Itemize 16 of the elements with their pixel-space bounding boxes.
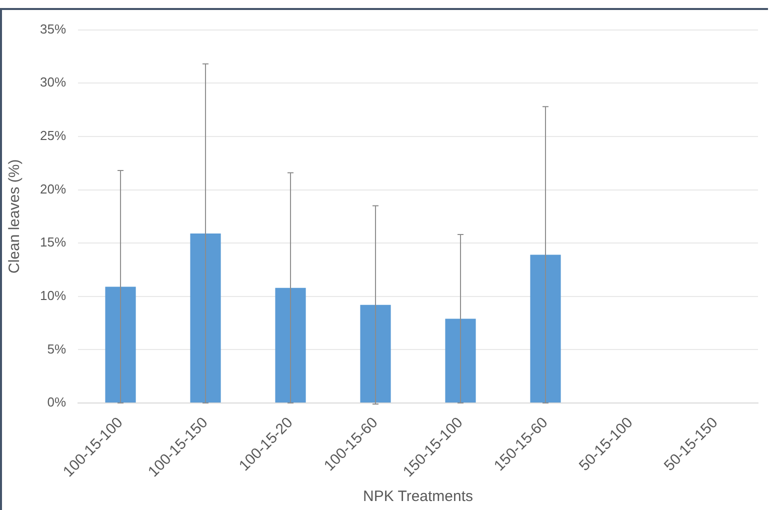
bar bbox=[275, 288, 306, 403]
y-tick-label: 5% bbox=[47, 341, 66, 356]
y-tick-label: 15% bbox=[40, 234, 66, 250]
bar bbox=[105, 286, 136, 403]
y-tick-label: 10% bbox=[40, 288, 66, 303]
y-tick-label: 30% bbox=[40, 74, 66, 90]
bar bbox=[360, 304, 391, 403]
y-tick-label: 35% bbox=[40, 21, 66, 36]
x-axis-title: NPK Treatments bbox=[362, 488, 474, 506]
bar bbox=[190, 233, 221, 403]
bar bbox=[530, 254, 561, 403]
y-tick-label: 0% bbox=[47, 394, 66, 410]
bar bbox=[445, 318, 476, 403]
y-axis-title: Clean leaves (%) bbox=[6, 159, 24, 274]
y-tick-label: 25% bbox=[40, 128, 66, 144]
y-tick-label: 20% bbox=[40, 181, 66, 196]
